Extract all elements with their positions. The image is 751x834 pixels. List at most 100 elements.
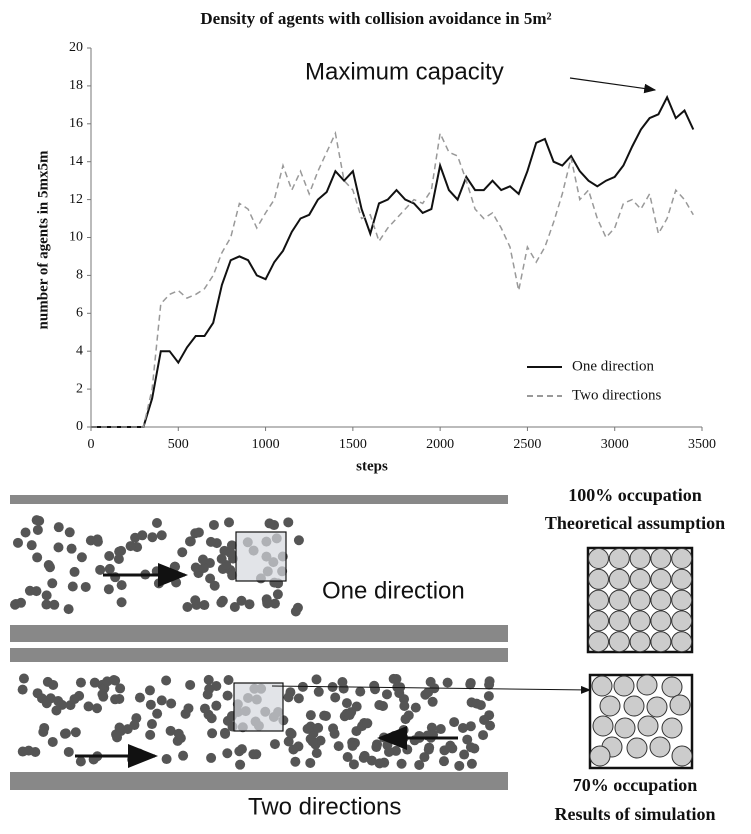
agent: [244, 599, 255, 610]
agent: [104, 551, 115, 562]
x-tick-label: 1500: [339, 437, 367, 452]
agent: [484, 676, 495, 687]
agent: [234, 746, 245, 757]
agent: [399, 700, 410, 711]
agent: [348, 759, 359, 770]
y-tick-label: 6: [76, 306, 83, 321]
sim-subtitle: Results of simulation: [554, 804, 715, 824]
agent: [144, 685, 155, 696]
agent: [137, 530, 148, 541]
agent: [222, 690, 233, 701]
packed-circle: [671, 745, 693, 767]
agent: [199, 600, 210, 611]
agent: [355, 686, 366, 697]
agent: [146, 719, 157, 730]
packed-circle: [629, 631, 651, 653]
annotation-arrow: [569, 77, 657, 94]
agent: [116, 580, 127, 591]
agent: [75, 677, 86, 688]
x-tick-label: 3000: [601, 437, 629, 452]
agent: [371, 742, 382, 753]
y-tick-label: 10: [69, 230, 83, 245]
agent: [206, 752, 217, 763]
packed-circles: [589, 674, 693, 767]
agent: [113, 554, 124, 565]
agent: [229, 602, 240, 613]
packed-circle: [613, 675, 635, 697]
agent: [64, 527, 75, 538]
packed-circle: [650, 568, 672, 590]
packed-circle: [650, 589, 672, 611]
packed-circle: [671, 568, 693, 590]
agent: [31, 586, 42, 597]
agent: [302, 723, 313, 734]
agent: [222, 748, 233, 759]
agent: [313, 686, 324, 697]
agent: [63, 746, 74, 757]
agent: [103, 584, 114, 595]
agent: [419, 752, 430, 763]
agent: [92, 703, 103, 714]
packed-circle: [669, 694, 691, 716]
agent: [166, 698, 177, 709]
corridor-label: Two directions: [248, 793, 401, 820]
agent: [423, 744, 434, 755]
agent: [76, 552, 87, 563]
agent: [171, 577, 182, 588]
agent: [156, 695, 167, 706]
agent: [69, 694, 80, 705]
agent: [216, 597, 227, 608]
agent: [427, 696, 438, 707]
agent: [290, 606, 301, 617]
packed-circle: [614, 717, 636, 739]
series-line: [91, 130, 694, 428]
x-axis-label: steps: [356, 458, 388, 474]
packed-circle: [588, 548, 609, 569]
packed-circle: [608, 631, 630, 653]
agent: [114, 546, 125, 557]
agent: [49, 599, 60, 610]
agent: [66, 543, 77, 554]
agent: [48, 679, 59, 690]
agent: [342, 752, 353, 763]
packed-circle: [588, 610, 609, 632]
agent: [330, 692, 341, 703]
agent: [435, 724, 446, 735]
agent: [67, 581, 78, 592]
agent: [283, 736, 294, 747]
agent: [183, 703, 194, 714]
plot: 0 2 4 6 8 10 12 14 16 18 20 0 500 1000 1500 2000 2500 300…: [69, 40, 716, 452]
packed-circle: [588, 568, 609, 590]
y-tick-label: 0: [76, 419, 83, 434]
agent: [369, 680, 380, 691]
x-tick-label: 3500: [688, 437, 716, 452]
packed-circle: [650, 610, 672, 632]
agent: [145, 699, 156, 710]
agent: [43, 560, 54, 571]
agent: [89, 677, 100, 688]
agent: [465, 721, 476, 732]
x-tick-label: 1000: [252, 437, 280, 452]
agent: [39, 722, 50, 733]
agent: [102, 676, 113, 687]
agent: [197, 554, 208, 565]
agent: [329, 728, 340, 739]
agent: [311, 748, 322, 759]
agent: [206, 713, 217, 724]
agent: [223, 674, 234, 685]
agent: [208, 519, 219, 530]
agent: [283, 692, 294, 703]
packed-circle: [623, 695, 645, 717]
agent: [462, 734, 473, 745]
agent: [47, 736, 58, 747]
agent: [41, 590, 52, 601]
agent: [20, 527, 31, 538]
packed-circle: [661, 717, 683, 739]
packed-circle: [649, 736, 671, 758]
packed-circle: [650, 631, 672, 653]
agent: [358, 752, 369, 763]
agent: [116, 597, 127, 608]
agent: [134, 692, 145, 703]
agent: [185, 536, 196, 547]
